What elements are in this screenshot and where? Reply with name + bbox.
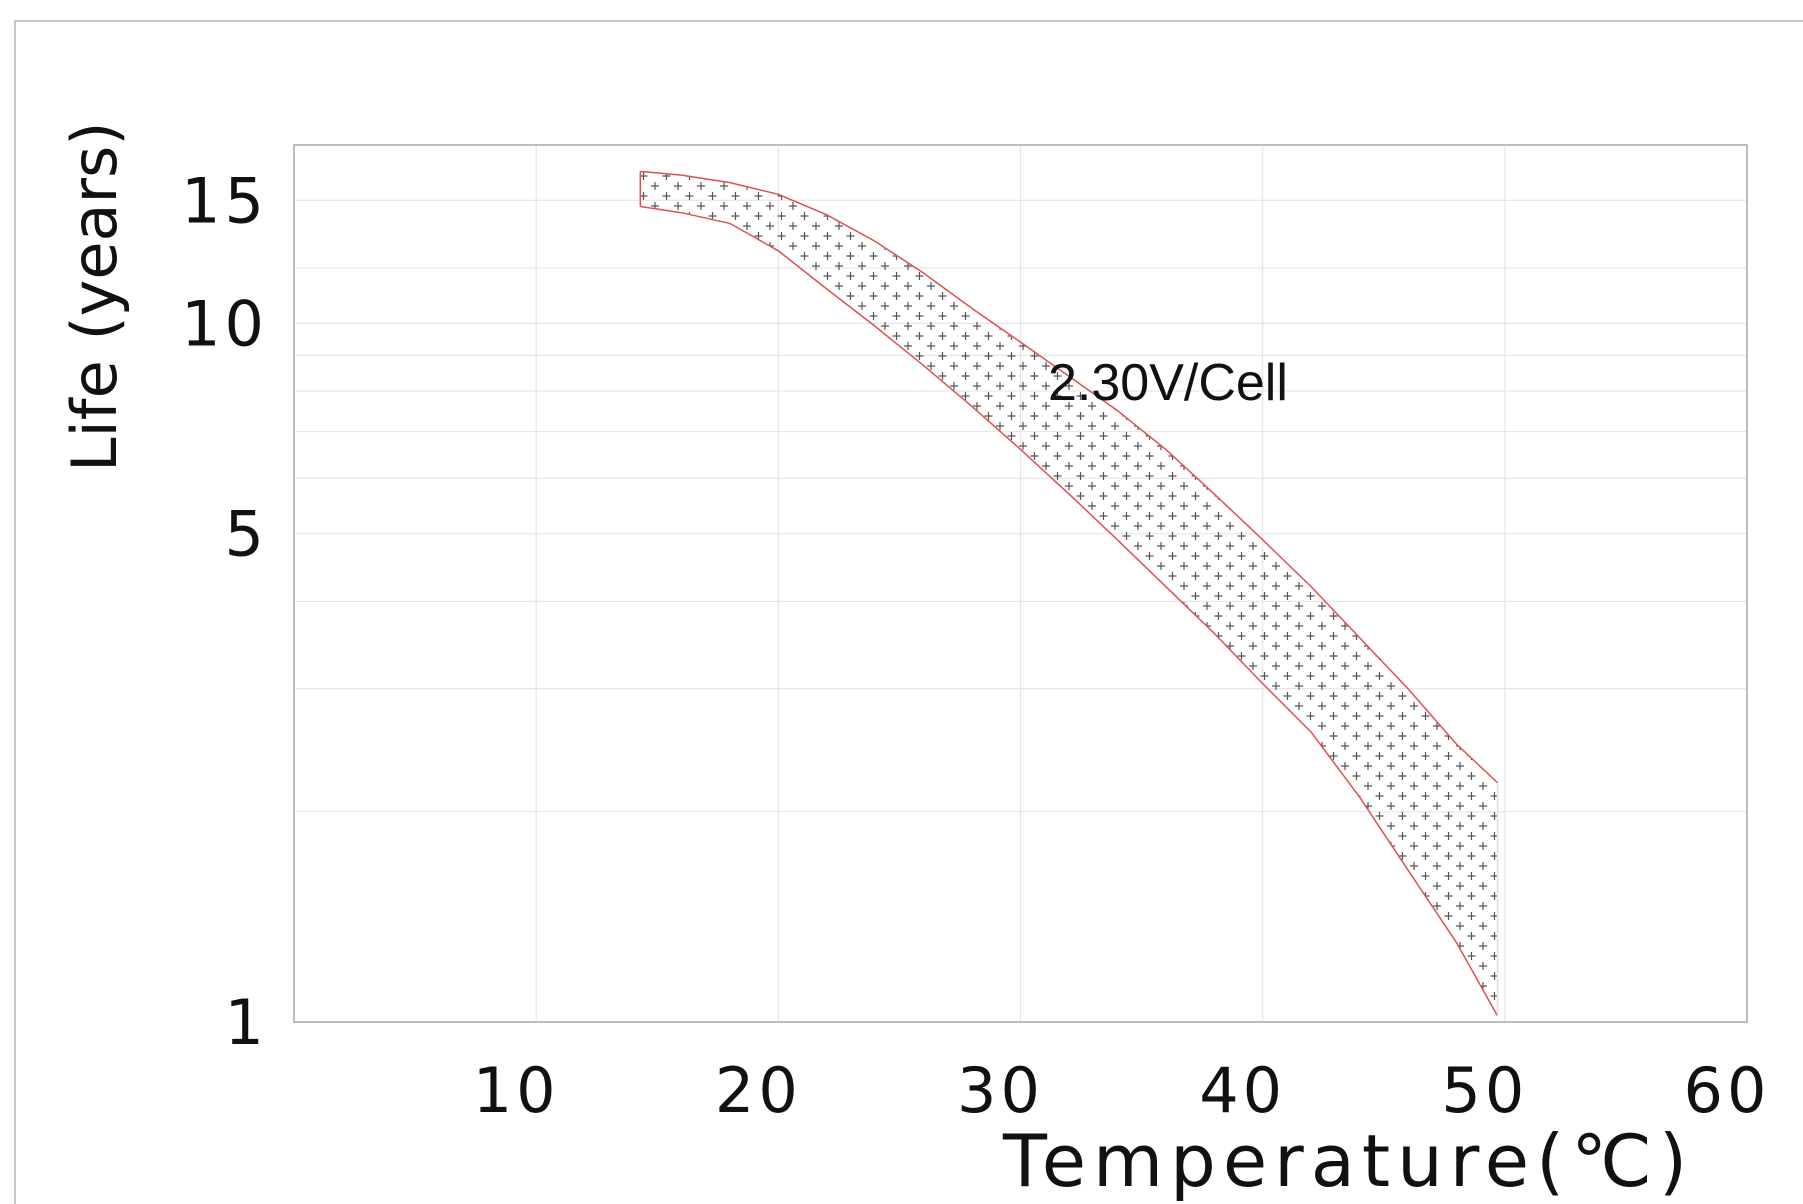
y-tick-label-1: 1	[225, 986, 268, 1059]
x-tick-label-60: 60	[1684, 1054, 1771, 1127]
y-axis-title: Life (years)	[58, 122, 131, 472]
y-tick-label-15: 15	[181, 164, 268, 237]
x-axis-ticks: 10 20 30 40 50 60	[473, 1054, 1771, 1127]
y-tick-label-5: 5	[225, 498, 268, 571]
x-tick-label-30: 30	[957, 1054, 1044, 1127]
lower-boundary-line	[640, 205, 1499, 1017]
x-axis-title: Temperature(℃)	[1002, 1119, 1694, 1203]
x-tick-label-20: 20	[715, 1054, 802, 1127]
life-band-fill	[640, 171, 1498, 1016]
x-tick-label-40: 40	[1199, 1054, 1286, 1127]
grid-lines	[294, 145, 1747, 1023]
x-tick-label-10: 10	[473, 1054, 560, 1127]
plot-area-border	[293, 144, 1748, 1023]
upper-boundary-line	[640, 170, 1499, 784]
y-tick-label-10: 10	[181, 287, 268, 360]
x-tick-label-50: 50	[1441, 1054, 1528, 1127]
voltage-annotation: 2.30V/Cell	[1048, 354, 1288, 412]
chart-frame	[14, 20, 1803, 1204]
